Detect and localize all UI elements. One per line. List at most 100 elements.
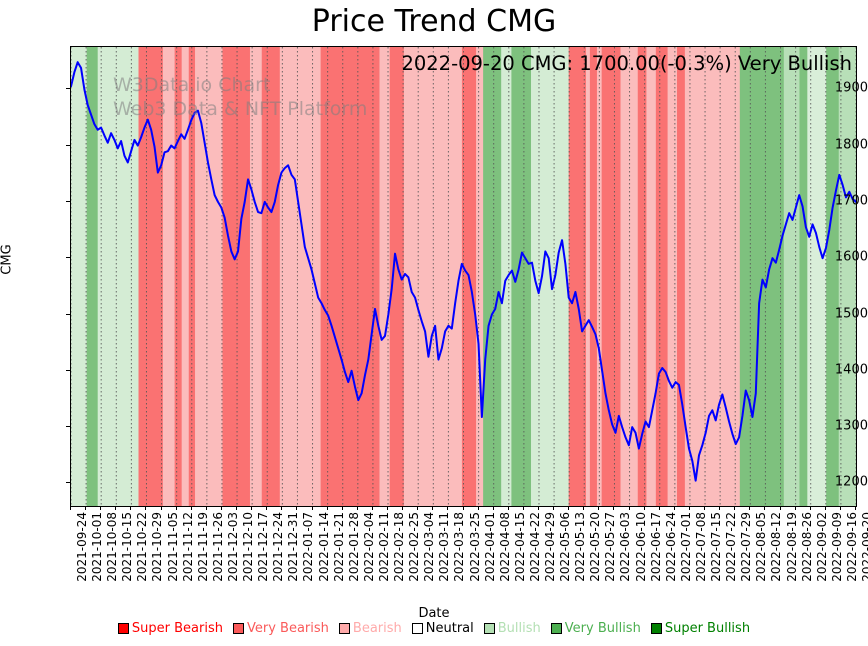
- legend-swatch: [233, 623, 244, 634]
- legend-label: Very Bearish: [247, 621, 329, 636]
- plot-area: W3Data.io Chart Web3 Data & NFT Platform…: [70, 46, 857, 507]
- x-tick-label: 2022-08-05: [754, 512, 769, 582]
- y-tick-label: 1500: [834, 306, 868, 321]
- y-tick-mark: [66, 426, 70, 428]
- y-tick-mark: [66, 482, 70, 484]
- legend-label: Bearish: [352, 621, 402, 636]
- y-tick-label: 1800: [834, 137, 868, 153]
- x-tick-label: 2021-12-31: [286, 512, 301, 582]
- sentiment-band: [807, 47, 827, 506]
- legend-swatch: [338, 623, 350, 634]
- y-tick-mark: [66, 257, 70, 259]
- legend-item[interactable]: Super Bearish: [117, 621, 223, 636]
- legend: Super Bearish Very Bearish Bearish Neutral B…: [0, 621, 868, 636]
- sentiment-bands: [71, 47, 856, 506]
- x-tick-label: 2021-11-19: [195, 512, 210, 582]
- x-tick-label: 2022-04-01: [482, 512, 497, 582]
- legend-label: Very Bullish: [564, 621, 641, 636]
- x-tick-label: 2022-05-27: [603, 512, 618, 582]
- x-tick-label: 2021-10-01: [90, 512, 105, 582]
- x-tick-label: 2022-07-15: [709, 512, 724, 582]
- x-tick-label: 2022-07-08: [693, 512, 708, 582]
- x-tick-label: 2022-07-22: [724, 512, 739, 582]
- x-tick-label: 2022-06-10: [633, 512, 648, 582]
- sentiment-band: [181, 47, 190, 506]
- y-tick-mark: [66, 88, 70, 90]
- legend-item[interactable]: Super Bullish: [650, 621, 750, 636]
- x-tick-label: 2022-04-08: [497, 512, 512, 582]
- sentiment-band: [174, 47, 183, 506]
- legend-item[interactable]: Bearish: [338, 621, 402, 636]
- sentiment-band: [279, 47, 322, 506]
- y-tick-mark: [66, 200, 70, 202]
- x-tick-label: 2021-10-29: [150, 512, 165, 582]
- x-tick-label: 2022-07-29: [739, 512, 754, 582]
- sentiment-band: [86, 47, 99, 506]
- sentiment-band: [483, 47, 502, 506]
- x-tick-label: 2022-06-17: [648, 512, 663, 582]
- x-tick-label: 2022-06-03: [618, 512, 633, 582]
- x-tick-label: 2021-12-03: [225, 512, 240, 582]
- x-tick-label: 2021-12-24: [271, 512, 286, 582]
- price-line: [71, 61, 856, 482]
- x-tick-label: 2021-11-12: [180, 512, 195, 582]
- x-tick-label: 2022-03-25: [467, 512, 482, 582]
- sentiment-band: [838, 47, 856, 506]
- x-tick-label: 2022-02-18: [392, 512, 407, 582]
- sentiment-band: [585, 47, 591, 506]
- legend-item[interactable]: Very Bullish: [550, 621, 641, 636]
- x-tick-label: 2022-05-06: [558, 512, 573, 582]
- x-tick-label: 2021-11-26: [210, 512, 225, 582]
- x-tick-label: 2022-03-11: [437, 512, 452, 582]
- x-tick-label: 2022-08-26: [799, 512, 814, 582]
- x-tick-label: 2022-01-14: [316, 512, 331, 582]
- x-tick-label: 2022-09-02: [814, 512, 829, 582]
- legend-swatch: [117, 623, 129, 634]
- sentiment-band: [667, 47, 678, 506]
- sentiment-band: [71, 47, 88, 506]
- y-tick-label: 1600: [834, 249, 868, 265]
- sentiment-band: [195, 47, 224, 506]
- sentiment-band: [589, 47, 598, 506]
- price-annotation: 2022-09-20 CMG: 1700.00(-0.3%) Very Bull…: [401, 52, 852, 75]
- x-tick-label: 2022-05-20: [588, 512, 603, 582]
- x-tick-label: 2021-11-05: [165, 512, 180, 582]
- x-tick-label: 2021-10-08: [105, 512, 120, 582]
- legend-label: Super Bearish: [131, 621, 223, 636]
- legend-item[interactable]: Very Bearish: [233, 621, 329, 636]
- grid-lines: [71, 47, 856, 506]
- y-tick-mark: [66, 144, 70, 146]
- sentiment-band: [655, 47, 669, 506]
- y-tick-mark: [66, 369, 70, 371]
- x-tick-label: 2021-09-24: [75, 512, 89, 582]
- legend-item[interactable]: Neutral: [411, 621, 474, 636]
- y-tick-label: 1300: [834, 418, 868, 434]
- y-tick-label: 1700: [834, 193, 868, 209]
- x-tick-label: 2022-01-07: [301, 512, 316, 582]
- legend-label: Neutral: [425, 621, 474, 636]
- sentiment-band: [320, 47, 381, 506]
- price-line-path: [71, 61, 856, 482]
- sentiment-band: [138, 47, 164, 506]
- x-tick-label: 2022-07-01: [678, 512, 693, 582]
- sentiment-band: [501, 47, 512, 506]
- x-tick-label: 2022-08-12: [769, 512, 784, 582]
- x-tick-label: 2022-02-04: [361, 512, 376, 582]
- x-tick-label: 2022-04-15: [512, 512, 527, 582]
- x-tick-label: 2021-10-22: [135, 512, 150, 582]
- x-tick-label: 2021-12-17: [256, 512, 271, 582]
- sentiment-band: [476, 47, 484, 506]
- legend-label: Bullish: [497, 621, 541, 636]
- legend-item[interactable]: Bullish: [483, 621, 541, 636]
- sentiment-band: [568, 47, 587, 506]
- sentiment-band: [646, 47, 657, 506]
- legend-swatch: [550, 623, 562, 634]
- sentiment-band: [739, 47, 785, 506]
- sentiment-band: [637, 47, 648, 506]
- page-title: Price Trend CMG: [311, 4, 557, 39]
- y-tick-mark: [66, 313, 70, 315]
- x-tick-label: 2022-05-13: [573, 512, 588, 582]
- y-tick-label: 1900: [834, 80, 868, 96]
- x-tick-label: 2022-02-25: [407, 512, 422, 582]
- x-tick-label: 2022-09-09: [829, 512, 844, 582]
